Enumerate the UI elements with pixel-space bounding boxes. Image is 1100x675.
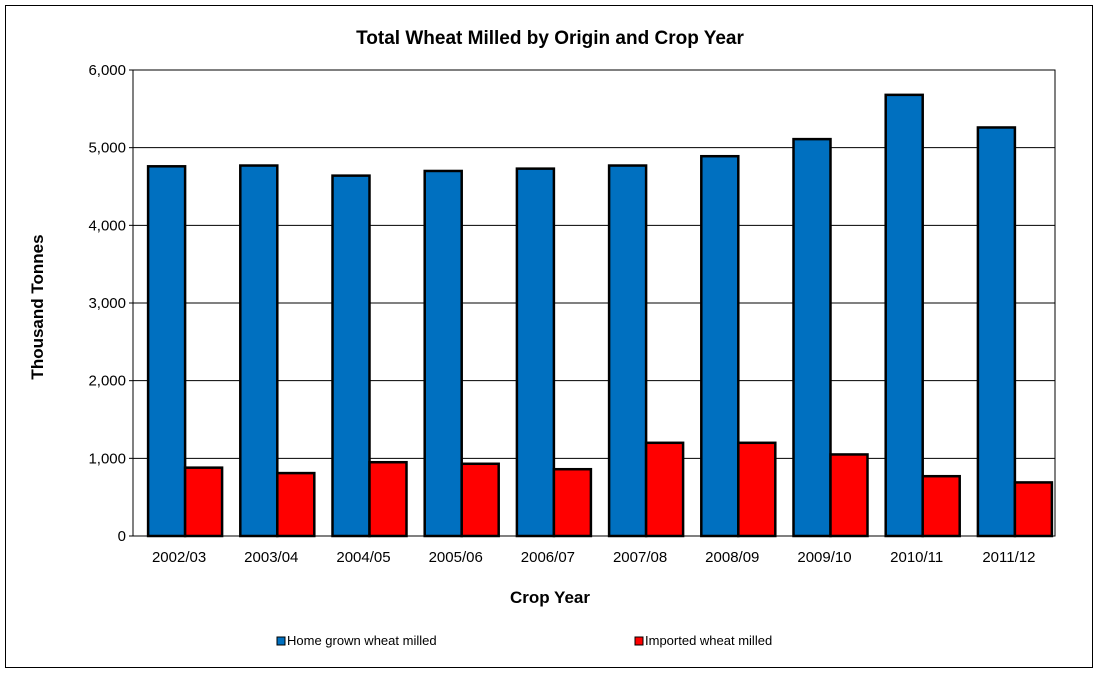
bar-home-grown (423, 169, 463, 538)
bar-home-grown (515, 167, 556, 538)
x-tick-label: 2005/06 (429, 549, 483, 566)
x-tick-label: 2006/07 (521, 549, 575, 566)
x-tick-label: 2004/05 (336, 549, 390, 566)
y-tick-label: 3,000 (88, 295, 126, 312)
y-axis-ticks: 0 1,000 2,000 3,000 4,000 5,000 6,000 (88, 62, 133, 545)
bar-imported (460, 462, 500, 538)
bar-home-grown (884, 93, 924, 538)
x-tick-label: 2008/09 (705, 549, 759, 566)
bars (146, 93, 1054, 538)
y-tick-label: 4,000 (88, 217, 126, 234)
legend-swatch-home-grown (276, 636, 286, 646)
bar-home-grown (976, 126, 1017, 538)
x-tick-label: 2002/03 (152, 549, 206, 566)
y-tick-label: 2,000 (88, 373, 126, 390)
bar-imported (183, 466, 224, 538)
y-tick-label: 5,000 (88, 140, 126, 157)
bar-imported (552, 467, 593, 538)
chart-title: Total Wheat Milled by Origin and Crop Ye… (356, 28, 744, 49)
bar-imported (921, 474, 961, 538)
bar-home-grown (331, 174, 371, 538)
bar-imported (737, 441, 777, 538)
bar-imported (829, 453, 869, 538)
bar-home-grown (607, 164, 648, 538)
bar-imported (368, 460, 408, 538)
bar-chart: Total Wheat Milled by Origin and Crop Ye… (28, 28, 1056, 648)
bar-home-grown (239, 164, 279, 538)
bar-home-grown (146, 165, 187, 538)
bar-home-grown (700, 154, 740, 538)
x-tick-label: 2007/08 (613, 549, 667, 566)
x-axis-ticks: 2002/03 2003/04 2004/05 2005/06 2006/07 2007/… (152, 549, 1035, 566)
y-tick-label: 1,000 (88, 450, 126, 467)
bar-imported (1013, 481, 1054, 538)
x-tick-label: 2009/10 (797, 549, 851, 566)
bar-imported (276, 471, 316, 538)
legend-label-imported: Imported wheat milled (645, 633, 772, 648)
y-axis-title: Thousand Tonnes (28, 234, 47, 379)
legend: Home grown wheat milled Imported wheat m… (276, 633, 772, 648)
y-tick-label: 6,000 (88, 62, 126, 79)
legend-label-home-grown: Home grown wheat milled (287, 633, 437, 648)
x-tick-label: 2011/12 (982, 549, 1035, 566)
x-tick-label: 2003/04 (244, 549, 298, 566)
legend-swatch-imported (634, 636, 644, 646)
x-tick-label: 2010/11 (890, 549, 943, 566)
chart-frame: Total Wheat Milled by Origin and Crop Ye… (5, 5, 1093, 668)
bar-imported (644, 441, 685, 538)
y-tick-label: 0 (118, 528, 126, 545)
x-axis-title: Crop Year (510, 588, 590, 607)
bar-home-grown (792, 137, 832, 538)
